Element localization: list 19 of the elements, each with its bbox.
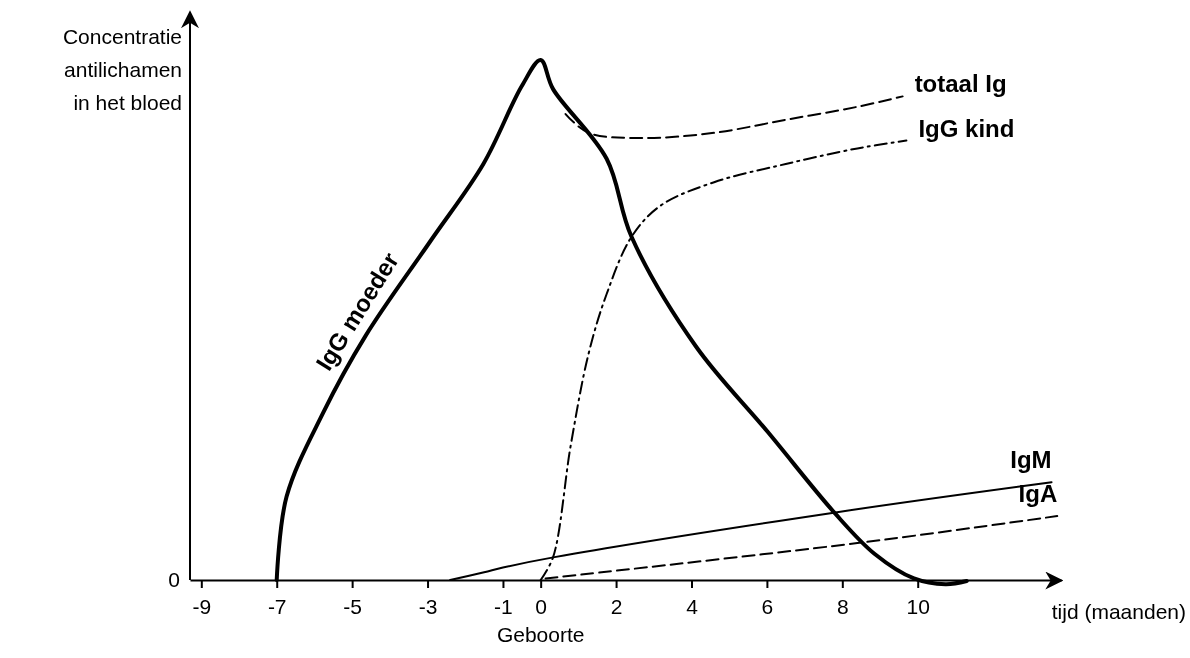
x-tick-label: -9 (192, 595, 212, 619)
x-axis-title: tijd (maanden) (1051, 600, 1186, 623)
x-tick-label: 4 (686, 595, 699, 619)
y-axis-title: Concentratie antilichamen in het bloed (62, 25, 182, 114)
x-tick-label: 2 (610, 595, 623, 619)
x-tick-label: -1 (494, 595, 513, 619)
x-tick-label: 0 (535, 595, 548, 619)
x-tick-label: 10 (906, 595, 930, 619)
x-tick-label: 8 (836, 595, 849, 619)
x-tick-label: -3 (418, 595, 438, 619)
series-label: IgG kind (918, 114, 1015, 142)
x-tick-label: -5 (343, 595, 362, 619)
x-tick-label: -7 (267, 595, 287, 619)
series-label: IgM (1010, 446, 1052, 474)
series-label: totaal Ig (914, 70, 1007, 98)
series-label: IgA (1018, 480, 1058, 508)
annotation: Geboorte (496, 623, 585, 646)
text: 0 (168, 568, 180, 592)
x-tick-label: 6 (761, 595, 774, 619)
